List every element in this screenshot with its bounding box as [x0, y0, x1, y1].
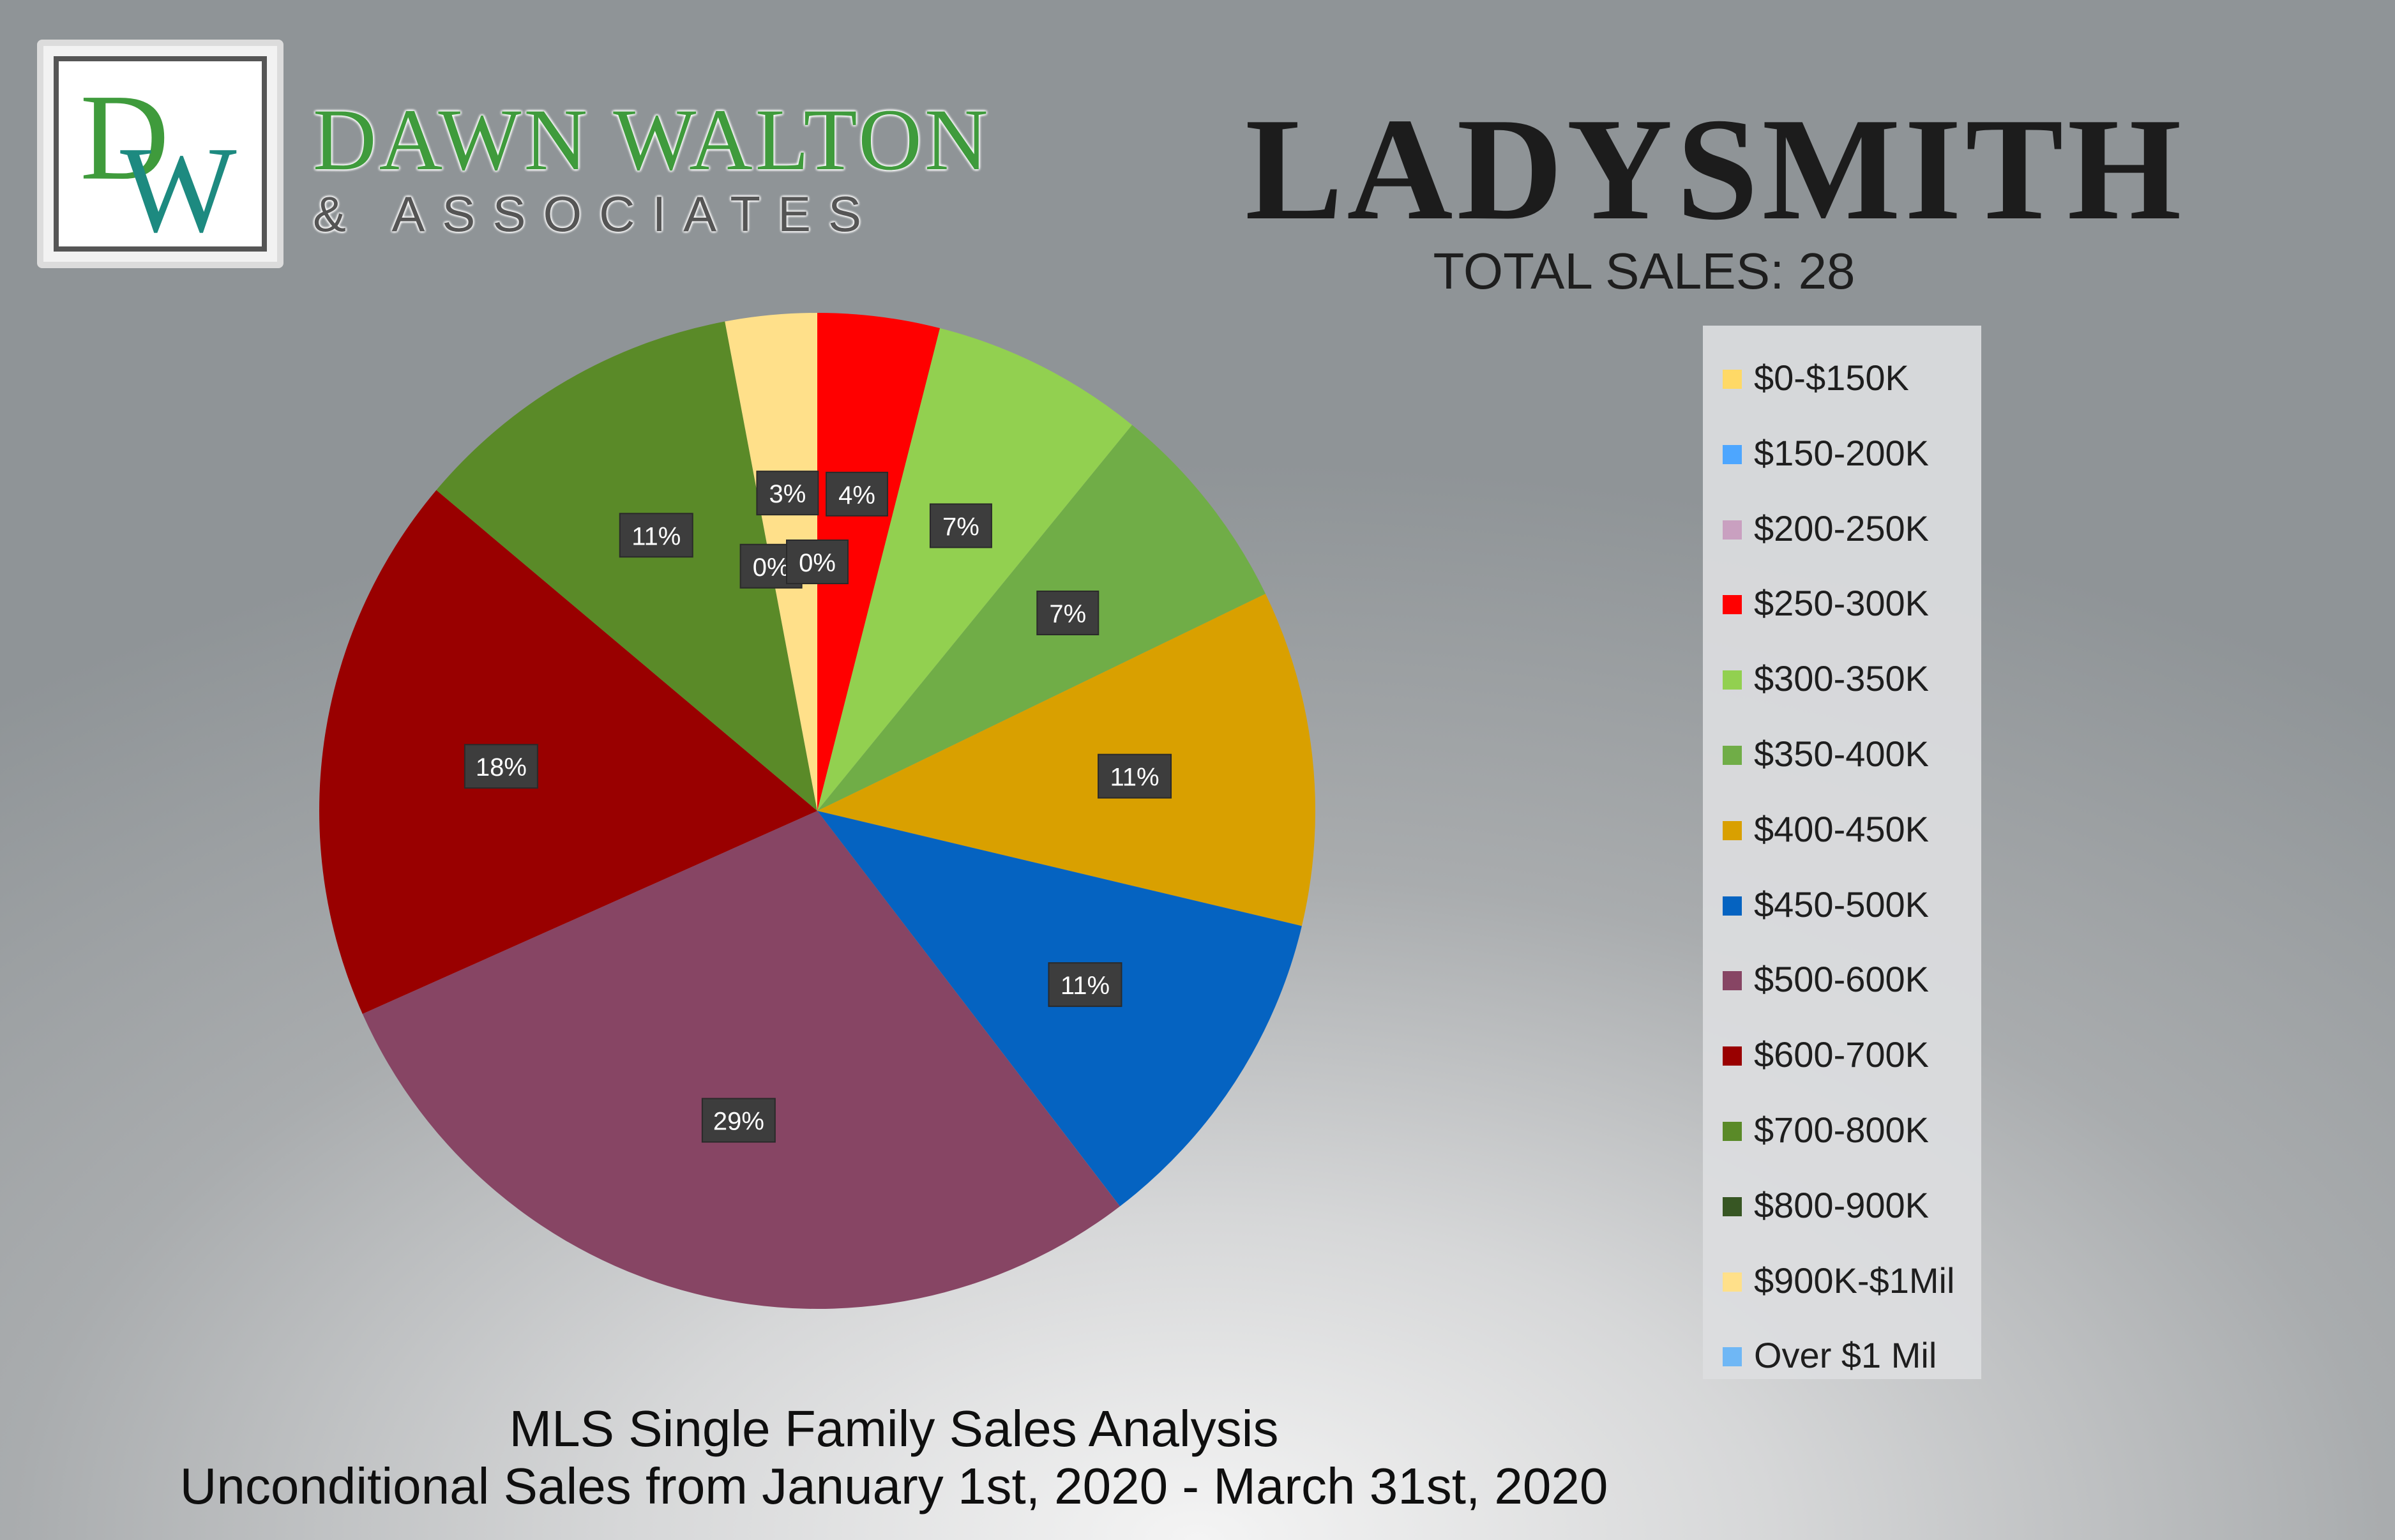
pie-slice-500-600k — [362, 811, 1121, 1309]
legend-swatch — [1723, 595, 1742, 615]
legend-label: $0-$150K — [1754, 358, 1909, 398]
legend-item-0-150k: $0-$150K — [1703, 347, 1981, 422]
data-label-box — [786, 540, 849, 584]
pie-slice-600-700k — [319, 490, 817, 1014]
legend-swatch — [1723, 1121, 1742, 1141]
data-label-text: 11% — [631, 522, 681, 550]
legend-label: $600-700K — [1754, 1034, 1930, 1075]
data-label-text: 3% — [769, 480, 806, 508]
data-label-box — [701, 1098, 776, 1143]
legend-label: $800-900K — [1754, 1184, 1930, 1225]
pie-slices — [319, 313, 1315, 1309]
chart-legend: $0-$150K $150-200K $200-250K $250-300K $300-… — [1703, 326, 1981, 1379]
data-label-text: 4% — [838, 481, 875, 510]
legend-item-200-250k: $200-250K — [1703, 497, 1981, 573]
data-label-text: 7% — [942, 513, 979, 541]
footer-date-range: Unconditional Sales from January 1st, 20… — [179, 1458, 1608, 1514]
legend-label: $450-500K — [1754, 884, 1930, 925]
data-label-text: 29% — [713, 1108, 764, 1136]
legend-label: $200-250K — [1754, 508, 1930, 548]
legend-label: $900K-$1Mil — [1754, 1260, 1955, 1301]
brand-name: DAWN WALTON — [313, 91, 991, 188]
legend-label: $350-400K — [1754, 733, 1930, 774]
pie-data-label-350-400k: 7% — [1036, 590, 1099, 635]
data-label-text: 7% — [1049, 600, 1086, 628]
logo-box: D W — [37, 40, 283, 268]
legend-item-500-600k: $500-600K — [1703, 948, 1981, 1023]
pie-data-label-600-700k: 18% — [464, 744, 538, 789]
legend-item-800-900k: $800-900K — [1703, 1174, 1981, 1249]
data-label-text: 0% — [799, 549, 836, 577]
legend-item-250-300k: $250-300K — [1703, 572, 1981, 647]
data-label-box — [464, 744, 538, 789]
data-label-text: 18% — [476, 753, 527, 781]
footer-title: MLS Single Family Sales Analysis — [509, 1400, 1279, 1457]
pie-slice-450-500k — [817, 811, 1302, 1207]
logo-monogram: D W — [54, 56, 267, 252]
data-label-box — [756, 471, 819, 516]
legend-swatch — [1723, 1197, 1742, 1216]
pie-slice-400-450k — [817, 594, 1315, 926]
legend-item-300-350k: $300-350K — [1703, 647, 1981, 723]
legend-item-450-500k: $450-500K — [1703, 873, 1981, 949]
pie-data-label-900k-1mil: 3% — [756, 471, 819, 516]
legend-swatch — [1723, 745, 1742, 765]
pie-data-labels: 0%0%0%4%7%7%11%11%29%18%11%0%3%0% — [464, 471, 1172, 1143]
legend-swatch — [1723, 520, 1742, 540]
legend-label: $300-350K — [1754, 658, 1930, 699]
page-title: LADYSMITH — [1245, 87, 2186, 250]
data-label-text: 11% — [1110, 764, 1159, 792]
data-label-text: 11% — [1061, 972, 1110, 1000]
legend-item-700-800k: $700-800K — [1703, 1099, 1981, 1174]
legend-item-150-200k: $150-200K — [1703, 422, 1981, 497]
legend-swatch — [1723, 1347, 1742, 1367]
legend-label: $700-800K — [1754, 1109, 1930, 1150]
data-label-box — [1098, 753, 1172, 799]
pie-data-label-300-350k: 7% — [929, 503, 992, 548]
legend-swatch — [1723, 971, 1742, 991]
legend-swatch — [1723, 370, 1742, 389]
total-sales: TOTAL SALES: 28 — [1433, 243, 1855, 299]
pie-data-label-250-300k: 4% — [826, 471, 889, 517]
pie-data-label-450-500k: 11% — [1048, 962, 1122, 1008]
legend-label: $400-450K — [1754, 808, 1930, 849]
data-label-box — [929, 503, 992, 548]
legend-swatch — [1723, 896, 1742, 916]
monogram-d: D — [80, 69, 169, 206]
legend-swatch — [1723, 1272, 1742, 1292]
legend-item-400-450k: $400-450K — [1703, 798, 1981, 873]
legend-swatch — [1723, 444, 1742, 464]
legend-swatch — [1723, 820, 1742, 840]
pie-chart: 0%0%0%4%7%7%11%11%29%18%11%0%3%0% — [319, 313, 1315, 1309]
monogram-w: W — [120, 121, 237, 246]
legend-label: $250-300K — [1754, 583, 1930, 624]
data-label-box — [1048, 962, 1122, 1008]
dw-monogram-svg: D W — [80, 69, 237, 246]
pie-slice-300-350k — [817, 328, 1133, 811]
data-label-box — [1036, 590, 1099, 635]
pie-data-label-400-450k: 11% — [1098, 753, 1172, 799]
legend-item-over-1-mil: Over $1 Mil — [1703, 1324, 1981, 1400]
legend-item-600-700k: $600-700K — [1703, 1023, 1981, 1099]
brand-block: DAWN WALTON & ASSOCIATES — [313, 96, 991, 239]
legend-label: Over $1 Mil — [1754, 1335, 1937, 1376]
pie-data-label-over-1-mil: 0% — [786, 540, 849, 584]
legend-label: $500-600K — [1754, 959, 1930, 1000]
legend-swatch — [1723, 1046, 1742, 1066]
legend-label: $150-200K — [1754, 432, 1930, 473]
legend-item-900k-1mil: $900K-$1Mil — [1703, 1249, 1981, 1325]
data-label-box — [619, 513, 693, 558]
brand-subtitle: & ASSOCIATES — [313, 186, 879, 242]
legend-swatch — [1723, 670, 1742, 690]
legend-item-350-400k: $350-400K — [1703, 723, 1981, 798]
pie-data-label-500-600k: 29% — [701, 1098, 776, 1143]
data-label-text: 0% — [753, 554, 790, 582]
pie-data-label-700-800k: 11% — [619, 513, 693, 558]
data-label-box — [826, 471, 889, 517]
pie-slice-700-800k — [436, 321, 817, 811]
pie-slice-250-300k — [817, 313, 941, 811]
